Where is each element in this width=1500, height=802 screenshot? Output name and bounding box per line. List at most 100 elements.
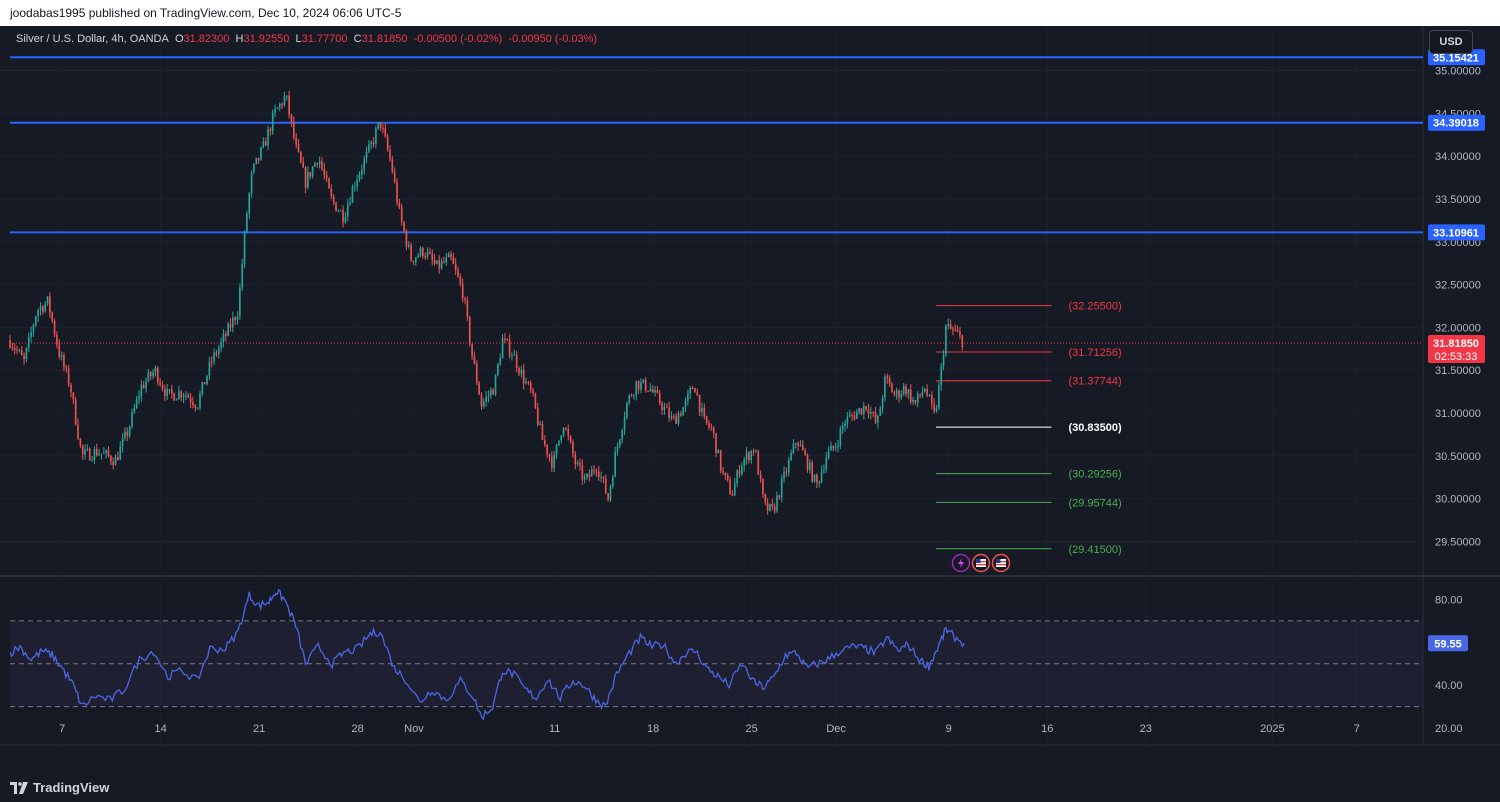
candle-body: [499, 358, 502, 365]
candle-body: [534, 393, 537, 408]
candle-body: [773, 506, 776, 512]
candle-body: [459, 276, 462, 284]
fib-level-label: (30.29256): [1068, 469, 1121, 481]
candle-body: [42, 306, 44, 312]
candle-body: [438, 260, 441, 269]
candle-body: [888, 377, 891, 384]
countdown-label: 02:53:33: [1435, 351, 1478, 363]
candle-body: [907, 389, 910, 395]
candle-body: [11, 347, 14, 349]
pane-separator: [0, 575, 1500, 577]
price-tick-label: 30.50000: [1435, 451, 1481, 463]
candle-body: [447, 253, 450, 258]
candle-body: [940, 366, 943, 386]
candle-body: [513, 354, 516, 356]
candle-body: [426, 251, 429, 257]
us-flag-icon[interactable]: [971, 553, 991, 573]
candle-body: [356, 180, 358, 187]
time-tick-label: 7: [1354, 723, 1360, 735]
candle-body: [607, 493, 609, 500]
candle-body: [867, 409, 870, 414]
candle-body: [501, 338, 504, 359]
candle-body: [91, 459, 93, 461]
candle-body: [86, 448, 89, 450]
candle-body: [757, 451, 760, 475]
rsi-value-tag: [1428, 635, 1468, 652]
candle-body: [783, 471, 785, 479]
candle-body: [651, 389, 654, 393]
candle-body: [881, 398, 884, 409]
tradingview-brand[interactable]: TradingView: [10, 780, 109, 795]
candle-body: [471, 343, 473, 357]
candle-body: [461, 283, 464, 299]
candle-body: [712, 427, 715, 434]
candle-body: [562, 428, 565, 436]
time-tick-label: 2025: [1260, 723, 1284, 735]
candle-body: [375, 128, 377, 144]
candle-body: [149, 372, 152, 377]
candle-body: [311, 166, 314, 177]
candle-body: [384, 128, 387, 137]
rsi-tick-label: 20.00: [1435, 723, 1463, 735]
event-markers[interactable]: [951, 553, 1011, 573]
candle-body: [93, 449, 96, 460]
lightning-icon[interactable]: [951, 553, 971, 573]
candle-body: [30, 332, 32, 337]
candle-body: [323, 168, 326, 176]
rsi-line: [9, 588, 965, 721]
candle-body: [891, 383, 893, 393]
candle-body: [769, 503, 771, 511]
price-tick-label: 31.50000: [1435, 365, 1481, 377]
time-axis[interactable]: 7 14 21 28 Nov 11 18 25 Dec 9 16 23 2025 7: [59, 723, 1360, 735]
candle-body: [262, 141, 265, 148]
candle-body: [710, 427, 713, 429]
candle-body: [159, 382, 161, 385]
close-value: 31.81850: [361, 33, 408, 45]
candle-body: [182, 395, 185, 398]
candle-body: [877, 415, 879, 423]
candle-body: [846, 416, 849, 424]
candle-body: [764, 494, 767, 503]
candle-body: [590, 469, 593, 477]
candle-body: [269, 129, 272, 132]
candle-body: [342, 210, 344, 223]
candle-body: [520, 369, 523, 374]
candle-body: [691, 388, 694, 390]
candle-body: [952, 328, 954, 330]
candle-body: [865, 406, 867, 410]
candle-body: [166, 389, 168, 397]
candle-body: [234, 317, 237, 321]
price-axis[interactable]: 35.0000034.5000034.0000033.5000033.00000…: [1428, 49, 1485, 735]
candle-body: [916, 393, 919, 403]
chart-area[interactable]: (32.25500) (31.71256) (31.37744) (30.83500)…: [0, 26, 1500, 771]
fib-level-label: (30.83500): [1068, 422, 1122, 434]
candle-body: [947, 324, 950, 326]
candle-body: [586, 474, 588, 477]
fib-level-label: (29.41500): [1068, 544, 1121, 556]
candle-body: [572, 442, 574, 455]
high-label: H: [235, 33, 244, 45]
candle-body: [213, 352, 215, 362]
candle-body: [309, 172, 312, 177]
brand-name: TradingView: [33, 780, 110, 795]
candle-body: [581, 465, 584, 480]
candle-body: [396, 181, 398, 203]
candle-body: [25, 347, 28, 360]
candle-body: [811, 462, 814, 482]
currency-button[interactable]: USD: [1429, 30, 1473, 54]
candle-body: [180, 391, 183, 398]
candle-body: [902, 386, 905, 394]
us-flag-icon[interactable]: [991, 553, 1011, 573]
candle-body: [194, 405, 197, 408]
candle-body: [410, 244, 412, 261]
candle-body: [283, 96, 286, 106]
candle-body: [100, 453, 103, 455]
candle-body: [905, 386, 907, 395]
candle-body: [855, 411, 858, 419]
candle-body: [649, 389, 652, 392]
candle-body: [830, 445, 832, 451]
candle-body: [553, 455, 556, 468]
candle-body: [722, 470, 724, 473]
candle-body: [527, 381, 530, 383]
candle-body: [351, 187, 354, 203]
